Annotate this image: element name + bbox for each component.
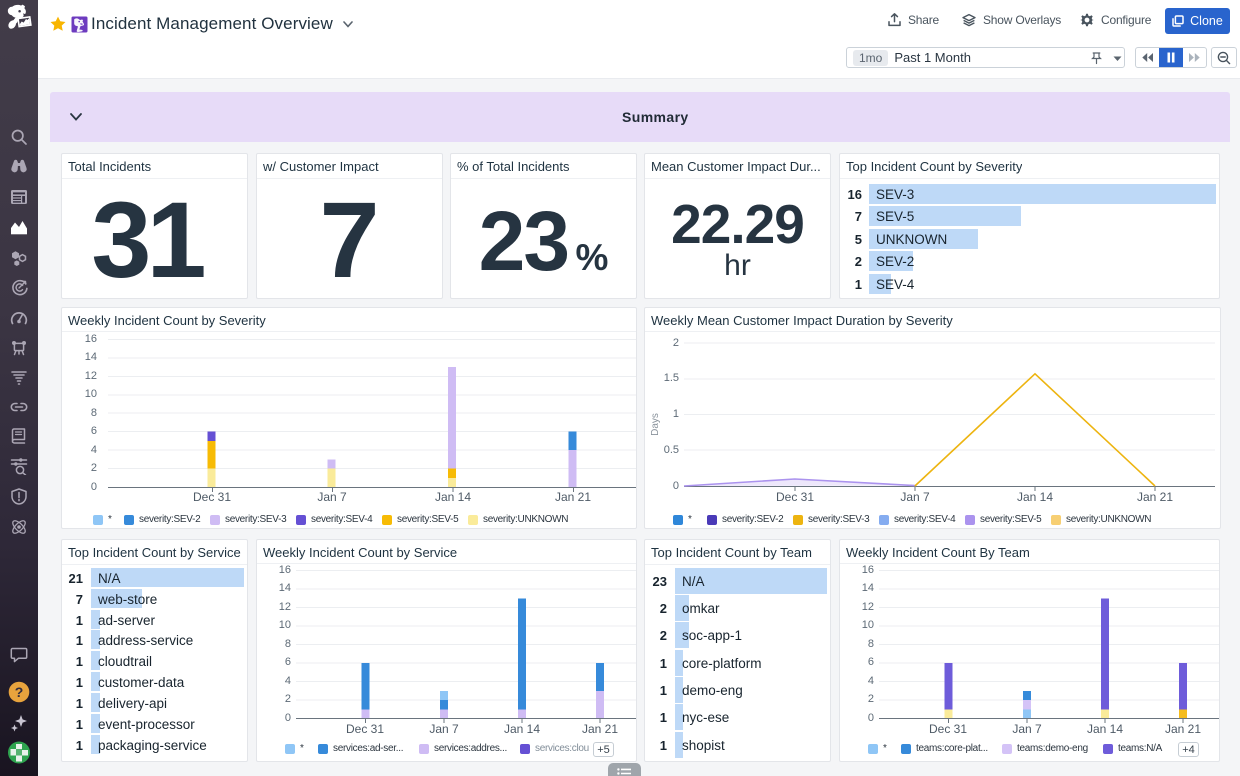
svg-text:?: ? xyxy=(15,684,24,700)
